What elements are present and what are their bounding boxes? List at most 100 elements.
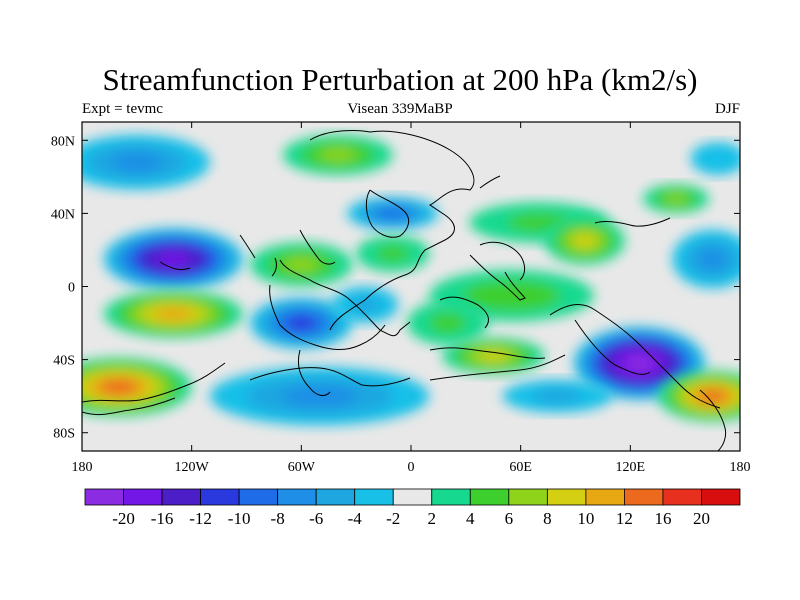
anomaly-blob — [407, 301, 488, 345]
colorbar-label: -6 — [309, 509, 323, 528]
subtitle-center: Visean 339MaBP — [347, 101, 453, 117]
anomaly-blob — [429, 270, 594, 322]
coastline — [479, 175, 501, 189]
colorbar-swatch — [431, 488, 471, 506]
coastline — [279, 259, 411, 337]
colorbar-swatch — [624, 488, 664, 506]
anomaly-blob — [103, 290, 243, 338]
chart-title: Streamfunction Perturbation at 200 hPa (… — [102, 62, 698, 97]
coastline — [297, 349, 331, 396]
coastline — [271, 257, 277, 277]
colorbar-swatch — [161, 488, 201, 506]
colorbar-label: 12 — [616, 509, 633, 528]
colorbar-swatch — [315, 488, 356, 506]
coastline — [249, 367, 411, 387]
colorbar-swatch — [200, 488, 240, 506]
colorbar-label: 4 — [466, 509, 475, 528]
subtitle-left: Expt = tevmc — [82, 101, 163, 117]
contour-band — [157, 251, 190, 267]
contour-fill-layer — [82, 134, 740, 426]
colorbar-label: 20 — [693, 509, 710, 528]
anomaly-blob — [283, 134, 393, 176]
colorbar-swatch — [662, 488, 702, 506]
colorbar-swatch — [84, 488, 124, 506]
contour-band — [379, 208, 407, 219]
coastline — [309, 129, 475, 331]
anomaly-blob — [502, 379, 613, 413]
colorbar-label: -10 — [228, 509, 251, 528]
colorbar-label: 10 — [577, 509, 594, 528]
coastline — [439, 296, 489, 329]
x-tick-label: 120E — [616, 460, 646, 475]
colorbar-label: -4 — [348, 509, 363, 528]
coastline — [269, 284, 386, 350]
coastline — [429, 347, 546, 359]
colorbar-label: -2 — [386, 509, 400, 528]
contour-band — [532, 388, 583, 404]
colorbar-swatch — [701, 488, 741, 506]
colorbar-label: 8 — [543, 509, 552, 528]
colorbar-swatch — [238, 488, 279, 506]
y-tick-label: 80S — [53, 427, 75, 442]
anomaly-blob — [657, 370, 740, 422]
contour-band — [350, 296, 381, 314]
colorbar-label: -12 — [189, 509, 212, 528]
colorbar-swatch — [585, 488, 625, 506]
x-tick-label: 60E — [509, 460, 532, 475]
y-tick-label: 0 — [68, 281, 75, 296]
coastlines — [82, 129, 727, 451]
contour-band — [283, 257, 319, 273]
coastline — [299, 229, 336, 265]
colorbar-label: -16 — [151, 509, 174, 528]
x-tick-label: 120W — [175, 460, 210, 475]
contour-band — [287, 316, 316, 330]
anomaly-blob — [332, 286, 399, 324]
colorbar-swatch — [354, 488, 394, 506]
x-tick-label: 180 — [72, 460, 93, 475]
coastline — [549, 304, 721, 409]
anomaly-blob — [250, 297, 353, 349]
contour-band — [376, 245, 410, 262]
contour-band — [572, 233, 597, 248]
coastline — [239, 234, 256, 259]
coastline — [574, 319, 651, 375]
x-tick-label: 0 — [408, 460, 415, 475]
coastline — [699, 389, 727, 451]
y-tick-label: 80N — [51, 134, 75, 149]
contour-band — [462, 280, 561, 311]
contour-band — [111, 152, 162, 172]
contour-band — [624, 355, 655, 372]
axis-ticks: 180 120W 60W 0 60E 120E 180 80N 40N 0 40S 80S — [51, 122, 751, 475]
anomaly-blob — [82, 134, 210, 190]
colorbar-swatch — [123, 488, 163, 506]
coastline — [429, 354, 566, 381]
subtitle-right: DJF — [714, 101, 740, 117]
coastline — [365, 189, 410, 238]
colorbar: -20 -16 -12 -10 -8 -6 -4 -2 2 4 6 8 10 12 16 20 — [84, 488, 741, 528]
anomaly-blob — [672, 229, 740, 289]
contour-band — [690, 142, 740, 176]
anomaly-blob — [250, 242, 353, 287]
y-tick-label: 40N — [51, 207, 75, 222]
contour-band — [281, 386, 358, 407]
coastline — [82, 362, 226, 403]
y-tick-label: 40S — [53, 354, 75, 369]
contour-band — [154, 307, 193, 321]
anomaly-blob — [544, 217, 625, 265]
coastline — [479, 241, 526, 281]
anomaly-blob — [356, 235, 430, 272]
contour-band — [319, 147, 357, 162]
x-tick-label: 180 — [730, 460, 751, 475]
colorbar-label: 16 — [654, 509, 671, 528]
anomaly-blob — [690, 142, 740, 176]
contour-band — [429, 313, 466, 333]
colorbar-label: -8 — [271, 509, 285, 528]
colorbar-label: -20 — [112, 509, 135, 528]
anomaly-blob — [347, 196, 439, 230]
coastline — [469, 254, 526, 301]
colorbar-swatch — [508, 488, 548, 506]
colorbar-swatch — [469, 488, 510, 506]
x-tick-label: 60W — [288, 460, 316, 475]
contour-band — [698, 249, 727, 270]
